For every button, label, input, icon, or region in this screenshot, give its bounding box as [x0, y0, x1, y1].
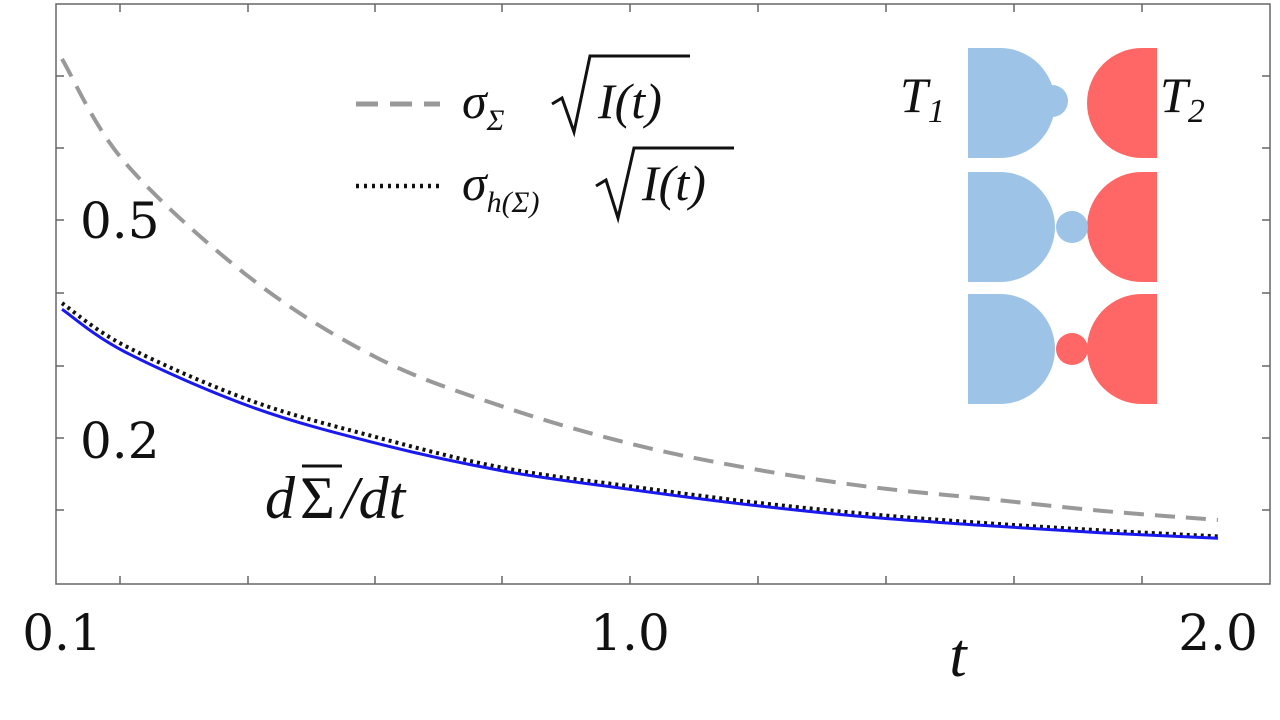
y-tick-label: 0.5	[80, 192, 160, 250]
annotation-symbol: Σ	[300, 465, 335, 531]
sqrt-symbol	[595, 146, 734, 224]
y-axis-ticks	[56, 75, 1270, 511]
legend-arg-dotted: I(t)	[641, 155, 706, 211]
y-tick-label: 0.2	[80, 412, 160, 470]
inset-shapes	[968, 48, 1157, 404]
series-line-dotted	[60, 301, 1219, 539]
legend-label-dashed: σΣ	[462, 73, 505, 137]
x-tick-label: 2.0	[1178, 604, 1258, 662]
cold-bath-right	[1087, 294, 1157, 404]
solid-curve-annotation: d Σ /dt	[265, 464, 407, 531]
cold-bath-right	[1087, 48, 1157, 158]
annotation-suffix: /dt	[339, 465, 407, 531]
annotation-prefix: d	[265, 465, 296, 531]
sqrt-symbol	[551, 54, 690, 138]
legend-arg-dashed: I(t)	[597, 73, 662, 129]
legend-label-dotted: σh(Σ)	[462, 155, 539, 219]
hot-bath-left	[968, 294, 1055, 404]
system-dot	[1056, 333, 1088, 365]
left-bath-label: T1	[900, 67, 945, 130]
hot-bath-left	[968, 48, 1055, 158]
plot-frame	[55, 3, 1271, 585]
legend: σΣ I(t) σh(Σ) I(t)	[356, 54, 734, 224]
hot-bath-left	[968, 172, 1055, 282]
system-dot	[1036, 85, 1068, 117]
x-axis-label: t	[949, 622, 968, 690]
system-dot	[1056, 211, 1088, 243]
x-tick-label: 0.1	[22, 604, 102, 662]
series-layer	[60, 57, 1219, 540]
right-bath-label: T2	[1160, 67, 1205, 130]
series-line-dashed	[60, 57, 1219, 522]
inset-diagram: T1 T2	[900, 48, 1205, 404]
cold-bath-right	[1087, 172, 1157, 282]
x-axis-ticks	[119, 4, 1143, 584]
series-line-solid	[61, 308, 1219, 540]
x-tick-label: 1.0	[590, 604, 670, 662]
